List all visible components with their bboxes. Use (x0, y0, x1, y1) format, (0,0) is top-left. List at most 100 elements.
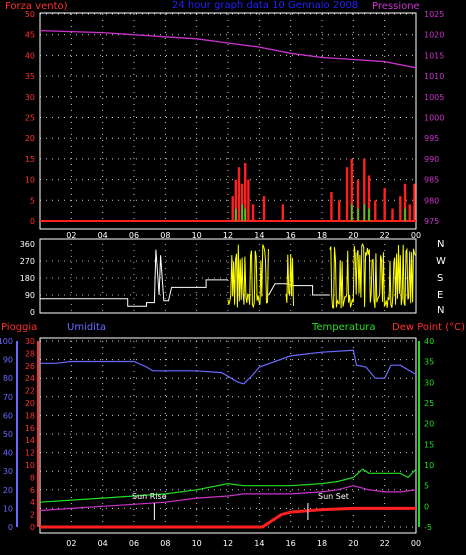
direction-letter-s: S (437, 273, 443, 284)
humidity-title: Umidita (67, 322, 106, 333)
y-tick-direction: 270 (20, 257, 35, 266)
dewpoint-title: Dew Point (°C) (392, 322, 465, 333)
y-tick-direction: 0 (30, 308, 35, 317)
direction-letter-e: E (437, 290, 443, 301)
x-tick-temperature: 02 (66, 539, 76, 548)
y-tick-rain: 16 (25, 424, 35, 433)
y-tick-pressure: 985 (424, 176, 439, 185)
y-tick-wind: 35 (25, 72, 35, 81)
y-tick-rain: 24 (25, 374, 35, 383)
y-tick-rain: 14 (25, 436, 35, 445)
wind-pressure-panel (39, 12, 417, 230)
y-tick-rain: 28 (25, 349, 35, 358)
y-tick-temperature: 25 (424, 399, 434, 408)
x-tick-temperature: 04 (98, 539, 108, 548)
y-tick-wind: 5 (30, 196, 35, 205)
y-tick-pressure: 1005 (424, 93, 444, 102)
wind-direction-panel (39, 238, 417, 314)
temperature-title: Temperatura (311, 322, 376, 333)
x-tick-temperature: 18 (317, 539, 327, 548)
y-tick-humidity: 40 (3, 449, 13, 458)
y-tick-humidity: 0 (8, 523, 13, 532)
x-tick-temperature: 16 (286, 539, 296, 548)
y-tick-pressure: 975 (424, 217, 439, 226)
y-tick-pressure: 995 (424, 134, 439, 143)
x-tick-temperature: 08 (160, 539, 170, 548)
y-tick-humidity: 100 (0, 337, 13, 346)
y-tick-wind: 15 (25, 155, 35, 164)
temperature-line (39, 468, 417, 503)
y-tick-wind: 40 (25, 51, 35, 60)
y-tick-temperature: 20 (424, 420, 434, 429)
y-tick-rain: 0 (30, 523, 35, 532)
y-tick-humidity: 50 (3, 430, 13, 439)
y-tick-wind: 50 (25, 10, 35, 19)
y-tick-rain: 30 (25, 337, 35, 346)
x-tick-wind: 18 (317, 231, 327, 240)
chart-date-title: 24 hour graph data 10 Gennaio 2008 (172, 0, 358, 11)
x-tick-wind: 08 (160, 231, 170, 240)
x-tick-wind: 16 (286, 231, 296, 240)
x-tick-temperature: 14 (254, 539, 264, 548)
temperature-humidity-panel (39, 337, 417, 534)
y-tick-rain: 26 (25, 362, 35, 371)
direction-letter-n-top: N (437, 239, 444, 250)
x-tick-temperature: 22 (380, 539, 390, 548)
y-tick-humidity: 30 (3, 467, 13, 476)
y-tick-pressure: 1020 (424, 31, 444, 40)
direction-oscillation (329, 243, 416, 309)
x-tick-wind: 02 (66, 231, 76, 240)
y-tick-humidity: 90 (3, 356, 13, 365)
wind-speed-title: Forza vento) (5, 1, 68, 12)
grid-layer (40, 13, 417, 528)
y-tick-rain: 2 (30, 511, 35, 520)
y-tick-pressure: 1010 (424, 72, 444, 81)
x-tick-wind: 00 (411, 231, 421, 240)
y-tick-rain: 6 (30, 486, 35, 495)
direction-oscillation (285, 253, 294, 306)
sunrise-label: Sun Rise (132, 492, 167, 501)
direction-letter-n-bottom: N (437, 305, 444, 316)
y-tick-pressure: 1000 (424, 114, 444, 123)
x-tick-wind: 20 (348, 231, 358, 240)
y-tick-temperature: 35 (424, 358, 434, 367)
direction-steps-mid (268, 283, 330, 296)
y-tick-pressure: 1025 (424, 10, 444, 19)
y-tick-temperature: -5 (424, 523, 432, 532)
dewpoint-line (39, 485, 417, 512)
y-tick-humidity: 60 (3, 411, 13, 420)
y-tick-pressure: 980 (424, 196, 439, 205)
x-tick-temperature: 10 (192, 539, 202, 548)
sunset-label: Sun Set (318, 492, 349, 501)
y-tick-rain: 12 (25, 449, 35, 458)
y-tick-temperature: 0 (424, 502, 429, 511)
y-tick-wind: 25 (25, 114, 35, 123)
x-tick-wind: 14 (254, 231, 264, 240)
x-tick-temperature: 00 (411, 539, 421, 548)
y-tick-rain: 8 (30, 473, 35, 482)
y-tick-direction: 180 (20, 274, 35, 283)
y-tick-humidity: 10 (3, 504, 13, 513)
axis-labels-layer: 0510152025303540455097598098599099510001… (0, 10, 444, 548)
y-tick-humidity: 20 (3, 486, 13, 495)
y-tick-temperature: 30 (424, 378, 434, 387)
y-tick-rain: 20 (25, 399, 35, 408)
x-tick-wind: 10 (192, 231, 202, 240)
y-tick-humidity: 80 (3, 374, 13, 383)
y-tick-wind: 20 (25, 134, 35, 143)
y-tick-rain: 18 (25, 411, 35, 420)
y-tick-wind: 10 (25, 176, 35, 185)
y-tick-temperature: 5 (424, 482, 429, 491)
y-tick-rain: 10 (25, 461, 35, 470)
direction-oscillation (227, 244, 269, 309)
y-tick-wind: 45 (25, 31, 35, 40)
y-tick-temperature: 10 (424, 461, 434, 470)
x-tick-temperature: 06 (129, 539, 139, 548)
direction-steps-early (40, 249, 228, 307)
pressure-title: Pressione (372, 1, 420, 12)
y-tick-wind: 0 (30, 217, 35, 226)
x-tick-wind: 12 (223, 231, 233, 240)
pressure-line (39, 29, 417, 69)
y-tick-rain: 22 (25, 387, 35, 396)
x-tick-wind: 22 (380, 231, 390, 240)
